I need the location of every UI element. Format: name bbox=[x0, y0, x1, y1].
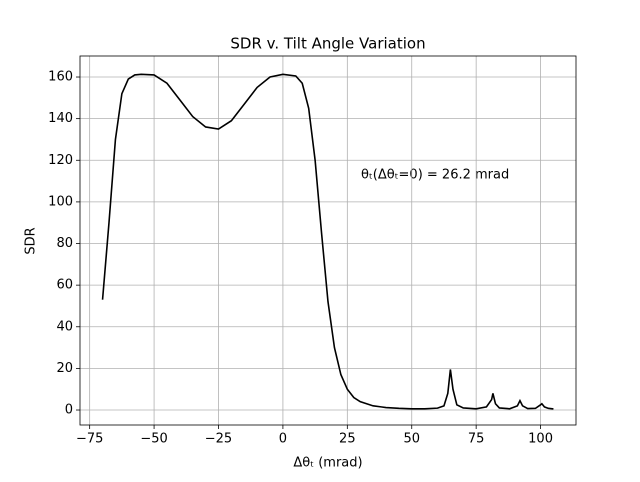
x-tick-label: 100 bbox=[528, 432, 553, 447]
x-tick-label: −25 bbox=[205, 432, 232, 447]
y-tick-label: 120 bbox=[48, 153, 73, 168]
axes-frame bbox=[79, 55, 577, 426]
x-axis-label: Δθₜ (mrad) bbox=[293, 456, 362, 471]
x-tick-label: 50 bbox=[403, 432, 420, 447]
y-tick-label: 100 bbox=[48, 194, 73, 209]
x-tick-label: 0 bbox=[279, 432, 287, 447]
y-tick-label: 140 bbox=[48, 111, 73, 126]
x-tick-label: 25 bbox=[339, 432, 356, 447]
y-axis-label: SDR bbox=[24, 227, 39, 254]
y-tick-label: 20 bbox=[56, 361, 73, 376]
plot-area: −75 −50 −25 0 25 50 75 100 0 20 40 60 80 100 120 140 160 bbox=[48, 56, 576, 447]
y-tick-label: 80 bbox=[56, 236, 73, 251]
x-tick-label: −50 bbox=[140, 432, 167, 447]
y-tick-label: 60 bbox=[56, 278, 73, 293]
data-line bbox=[101, 73, 554, 410]
y-tick-label: 160 bbox=[48, 70, 73, 85]
x-tick-label: 75 bbox=[468, 432, 485, 447]
y-tick-label: 40 bbox=[56, 319, 73, 334]
annotation: θₜ(Δθₜ=0) = 26.2 mrad bbox=[361, 168, 509, 183]
chart-title: SDR v. Tilt Angle Variation bbox=[230, 35, 425, 53]
y-tick-label: 0 bbox=[65, 403, 73, 418]
x-tick-label: −75 bbox=[76, 432, 103, 447]
